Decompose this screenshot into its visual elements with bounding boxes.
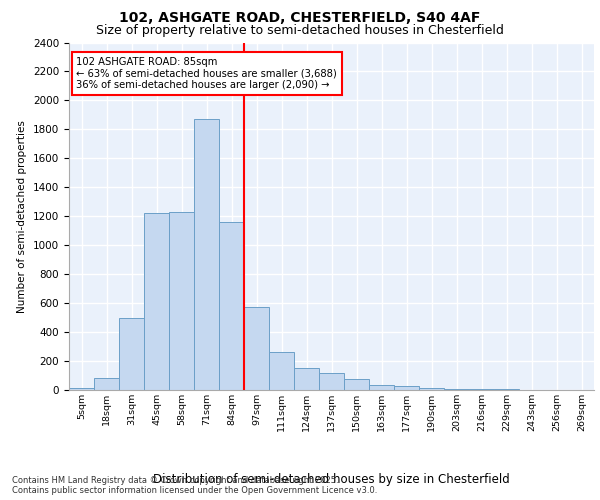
Bar: [344, 379, 369, 390]
Bar: [394, 386, 419, 390]
Bar: [194, 119, 219, 390]
Bar: [144, 214, 169, 390]
Bar: [119, 318, 144, 390]
Text: 102 ASHGATE ROAD: 85sqm
← 63% of semi-detached houses are smaller (3,688)
36% of: 102 ASHGATE ROAD: 85sqm ← 63% of semi-de…: [77, 57, 337, 90]
Bar: [94, 378, 119, 390]
Bar: [369, 385, 394, 390]
Bar: [219, 222, 244, 390]
Text: 102, ASHGATE ROAD, CHESTERFIELD, S40 4AF: 102, ASHGATE ROAD, CHESTERFIELD, S40 4AF: [119, 12, 481, 26]
Bar: [294, 368, 319, 390]
Bar: [244, 308, 269, 390]
Text: Size of property relative to semi-detached houses in Chesterfield: Size of property relative to semi-detach…: [96, 24, 504, 37]
Bar: [444, 389, 469, 390]
X-axis label: Distribution of semi-detached houses by size in Chesterfield: Distribution of semi-detached houses by …: [153, 473, 510, 486]
Bar: [419, 388, 444, 390]
Text: Contains HM Land Registry data © Crown copyright and database right 2025.
Contai: Contains HM Land Registry data © Crown c…: [12, 476, 377, 495]
Bar: [269, 352, 294, 390]
Bar: [319, 374, 344, 390]
Bar: [69, 388, 94, 390]
Bar: [169, 212, 194, 390]
Y-axis label: Number of semi-detached properties: Number of semi-detached properties: [17, 120, 28, 312]
